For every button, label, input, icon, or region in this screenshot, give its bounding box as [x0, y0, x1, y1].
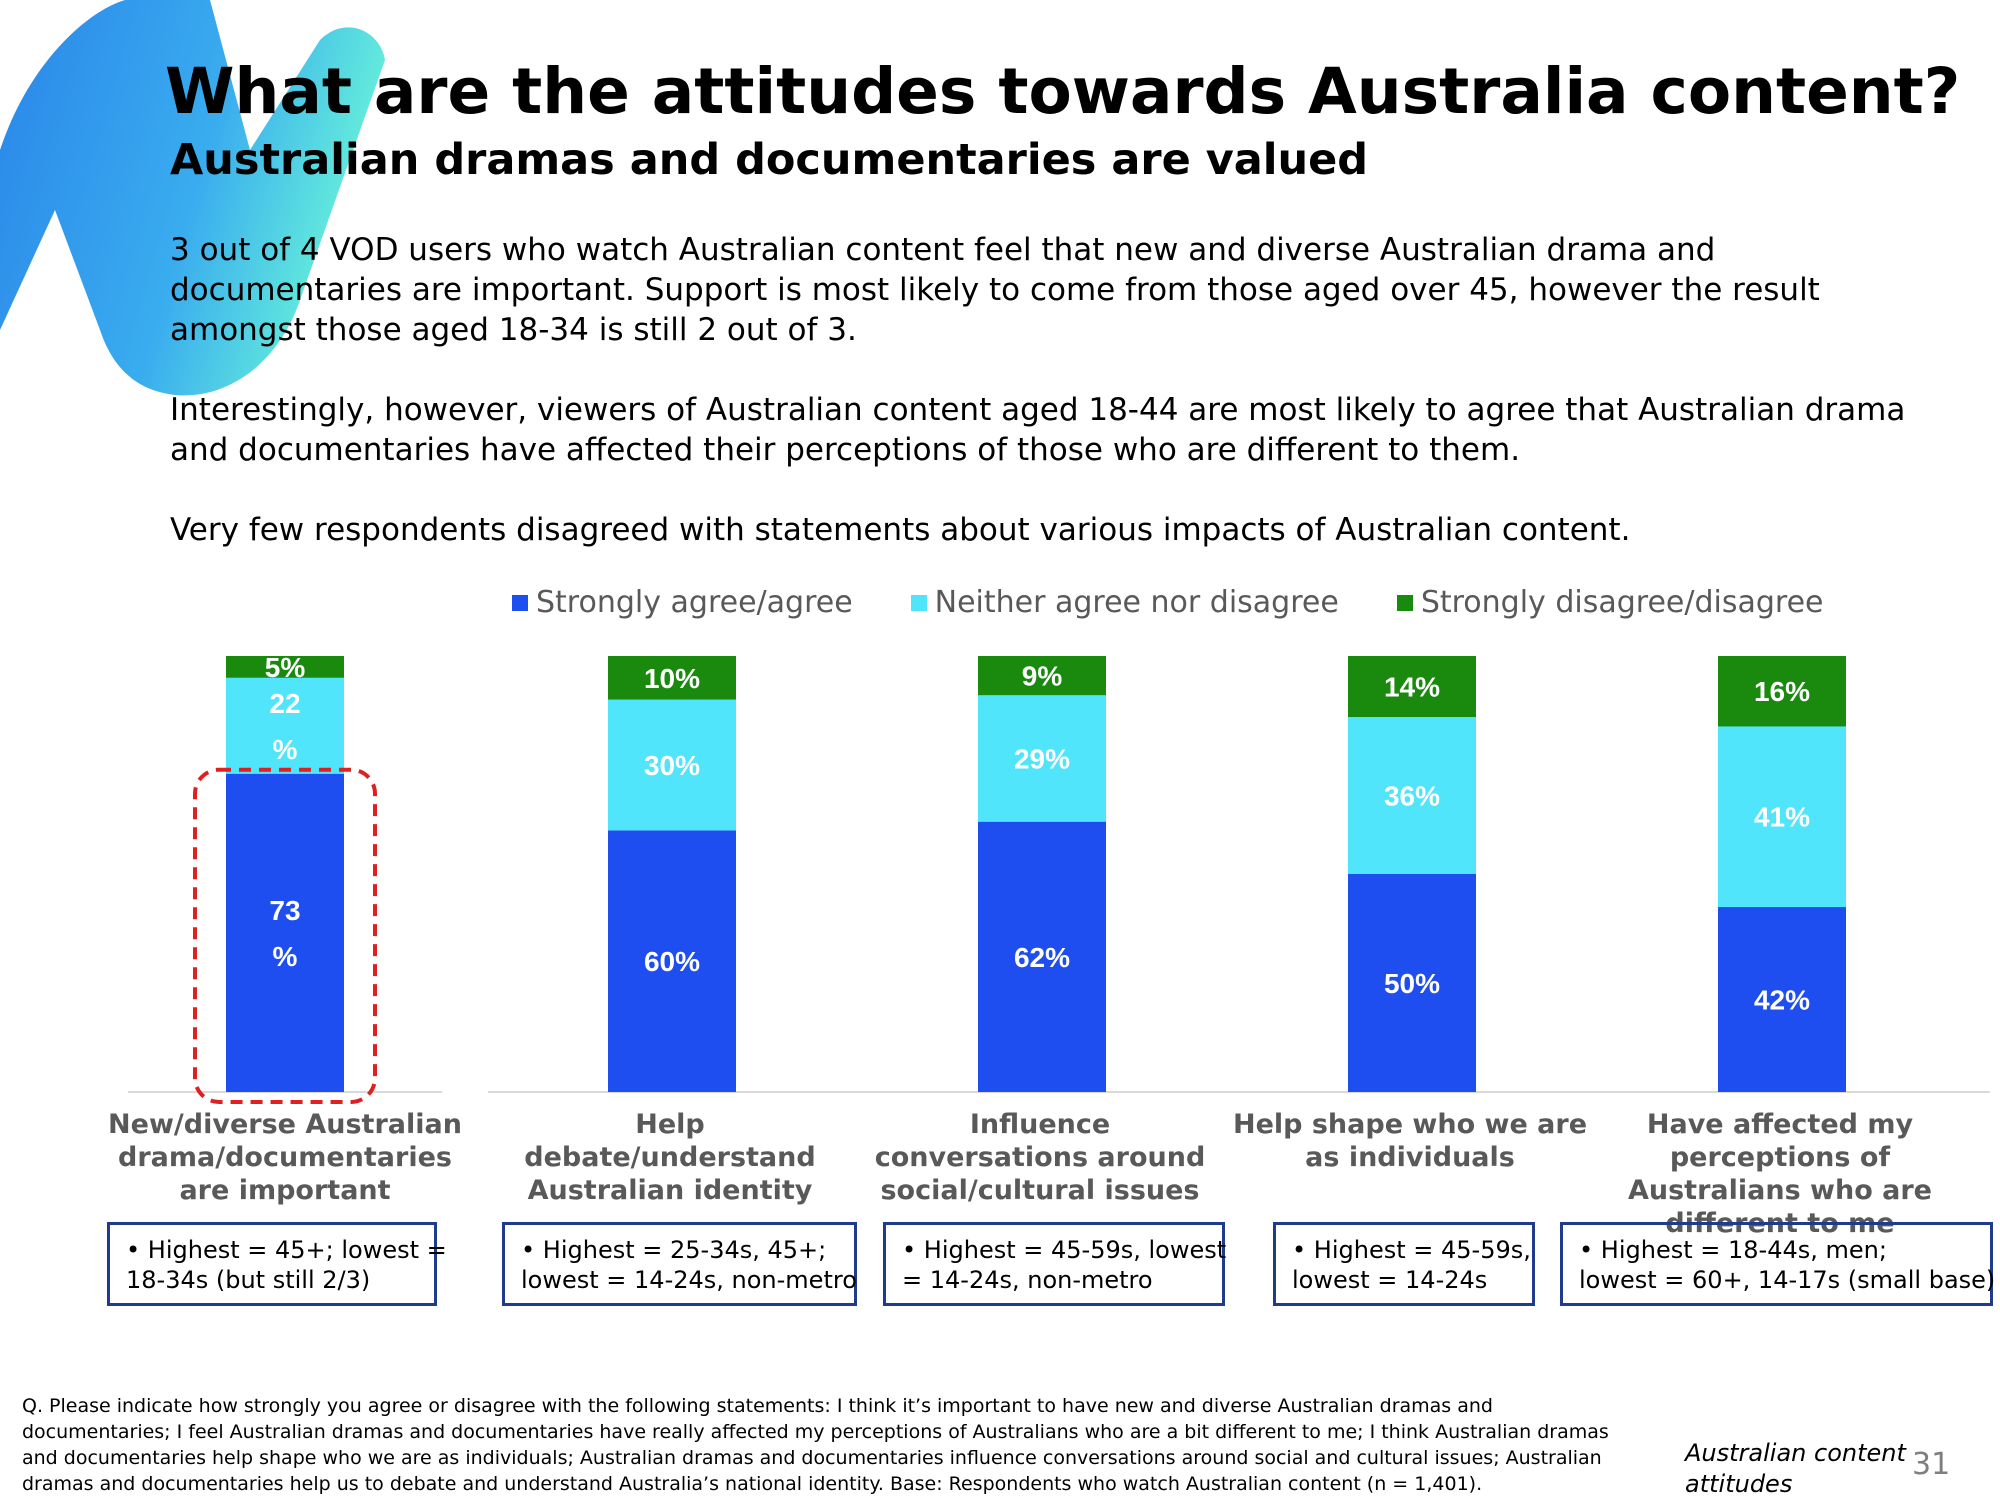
data-label-neither-0: 22%	[269, 688, 300, 765]
legend-swatch-neither	[910, 594, 927, 611]
summary-paragraph-2: Interestingly, however, viewers of Austr…	[170, 392, 1906, 468]
bar-neither-4	[1718, 726, 1846, 908]
bar-agree-4	[1718, 907, 1846, 1092]
note-4-line-1: • Highest = 18-44s, men;	[1579, 1236, 1887, 1264]
bar-disagree-2	[978, 656, 1106, 696]
note-1-line-1: • Highest = 25-34s, 45+;	[521, 1236, 827, 1264]
note-4-line-2: lowest = 60+, 14-17s (small base)	[1579, 1266, 1996, 1294]
note-0-line-2: 18-34s (but still 2/3)	[126, 1266, 371, 1294]
data-label-disagree-4: 16%	[1754, 676, 1810, 707]
data-label-disagree-0: 5%	[265, 652, 306, 683]
note-box-4: • Highest = 18-44s, men; lowest = 60+, 1…	[1560, 1222, 1996, 1306]
bar-disagree-4	[1718, 656, 1846, 727]
note-2-line-2: = 14-24s, non-metro	[902, 1266, 1153, 1294]
bar-neither-2	[978, 695, 1106, 822]
page-title: What are the attitudes towards Australia…	[165, 55, 1961, 128]
bar-neither-3	[1348, 717, 1476, 874]
data-label-agree-3: 50%	[1384, 968, 1440, 999]
bar-agree-1	[608, 830, 736, 1092]
data-label-neither-1: 30%	[644, 750, 700, 781]
summary-paragraph-3: Very few respondents disagreed with stat…	[170, 512, 1631, 548]
legend-item-disagree: Strongly disagree/disagree	[1396, 585, 1824, 620]
page-number: 31	[1912, 1447, 1951, 1482]
legend-item-neither: Neither agree nor disagree	[910, 585, 1339, 620]
note-0-line-1: • Highest = 45+; lowest =	[126, 1236, 447, 1264]
bar-agree-2	[978, 821, 1106, 1092]
bar-neither-0	[226, 677, 344, 774]
data-label-neither-2: 29%	[1014, 743, 1070, 774]
note-box-0: • Highest = 45+; lowest = 18-34s (but st…	[107, 1222, 447, 1306]
bar-agree-0	[226, 773, 344, 1092]
note-3-line-2: lowest = 14-24s	[1292, 1266, 1488, 1294]
bar-disagree-0	[226, 656, 344, 678]
category-label-3: Help shape who we are as individuals	[1232, 1109, 1588, 1173]
note-2-line-1: • Highest = 45-59s, lowest	[902, 1236, 1227, 1264]
note-box-1: • Highest = 25-34s, 45+; lowest = 14-24s…	[502, 1222, 857, 1306]
bar-agree-3	[1348, 874, 1476, 1092]
section-label-line-1: Australian content	[1685, 1439, 1906, 1467]
data-label-disagree-3: 14%	[1384, 672, 1440, 703]
data-label-agree-1: 60%	[644, 946, 700, 977]
section-label-line-2: attitudes	[1685, 1470, 1793, 1498]
bar-disagree-1	[608, 656, 736, 700]
data-label-disagree-1: 10%	[644, 663, 700, 694]
legend-label-agree: Strongly agree/agree	[536, 585, 853, 620]
data-label-neither-4: 41%	[1754, 802, 1810, 833]
data-label-disagree-2: 9%	[1022, 661, 1063, 692]
page-subtitle: Australian dramas and documentaries are …	[170, 135, 1369, 185]
note-box-2: • Highest = 45-59s, lowest = 14-24s, non…	[883, 1222, 1227, 1306]
note-1-line-2: lowest = 14-24s, non-metro	[521, 1266, 857, 1294]
data-label-neither-3: 36%	[1384, 781, 1440, 812]
legend-label-disagree: Strongly disagree/disagree	[1420, 585, 1824, 620]
category-label-1: Help debate/understand Australian identi…	[524, 1109, 816, 1206]
legend-item-agree: Strongly agree/agree	[512, 585, 853, 620]
category-label-2: Influence conversations around social/cu…	[874, 1109, 1206, 1206]
data-label-agree-4: 42%	[1754, 985, 1810, 1016]
data-label-agree-2: 62%	[1014, 942, 1070, 973]
question-footnote: Q. Please indicate how strongly you agre…	[22, 1395, 1609, 1495]
summary-paragraph-1: 3 out of 4 VOD users who watch Australia…	[170, 232, 1820, 348]
legend-swatch-agree	[512, 594, 528, 611]
bar-disagree-3	[1348, 656, 1476, 718]
bar-neither-1	[608, 699, 736, 831]
section-label: Australian content attitudes	[1685, 1438, 1906, 1500]
legend-swatch-disagree	[1396, 594, 1413, 611]
note-box-3: • Highest = 45-59s, lowest = 14-24s	[1273, 1222, 1535, 1306]
chart-legend: Strongly agree/agree Neither agree nor d…	[512, 585, 1823, 620]
legend-label-neither: Neither agree nor disagree	[934, 585, 1339, 620]
highlight-dashed-box	[193, 767, 377, 1104]
data-label-agree-0: 73%	[269, 895, 300, 972]
brand-logo-shape	[0, 0, 385, 396]
category-label-4: Have affected my perceptions of Australi…	[1627, 1109, 1932, 1239]
note-3-line-1: • Highest = 45-59s,	[1292, 1236, 1531, 1264]
category-label-0: New/diverse Australian drama/documentari…	[108, 1109, 462, 1206]
